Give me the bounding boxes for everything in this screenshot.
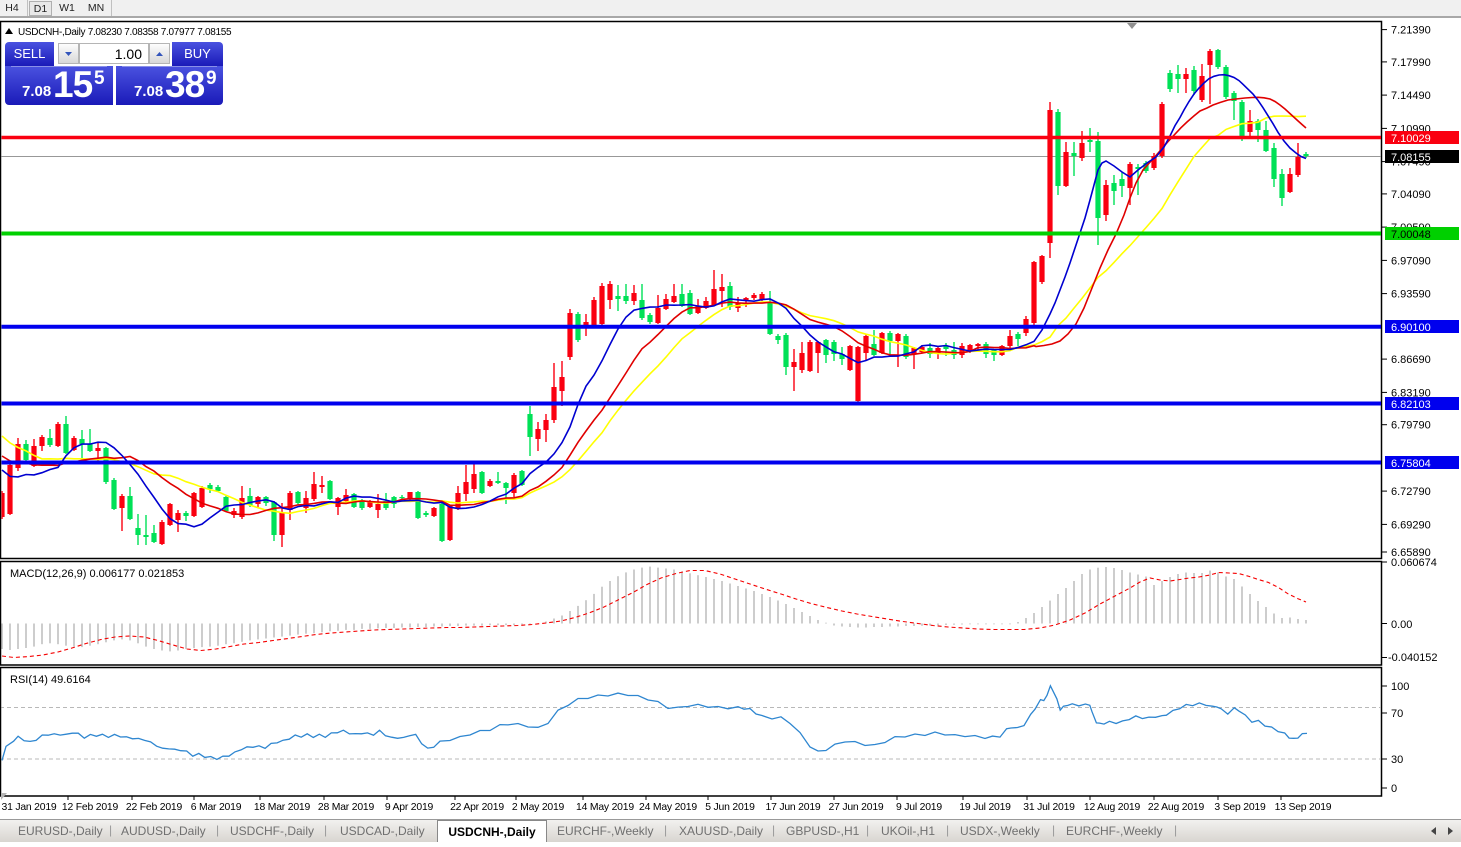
svg-text:24 May 2019: 24 May 2019: [639, 802, 697, 813]
svg-text:12 Aug 2019: 12 Aug 2019: [1084, 802, 1141, 813]
svg-text:7.04090: 7.04090: [1391, 189, 1431, 201]
svg-text:22 Aug 2019: 22 Aug 2019: [1148, 802, 1205, 813]
svg-text:13 Sep 2019: 13 Sep 2019: [1275, 802, 1332, 813]
svg-text:31 Jan 2019: 31 Jan 2019: [2, 802, 57, 813]
svg-text:6.97090: 6.97090: [1391, 255, 1431, 267]
svg-text:0.00: 0.00: [1391, 619, 1412, 631]
svg-text:6.72790: 6.72790: [1391, 486, 1431, 498]
svg-text:6.65890: 6.65890: [1391, 547, 1431, 559]
svg-text:7.00048: 7.00048: [1391, 229, 1431, 241]
svg-text:7.17990: 7.17990: [1391, 57, 1431, 69]
svg-text:2 May 2019: 2 May 2019: [512, 802, 565, 813]
svg-text:7.14490: 7.14490: [1391, 90, 1431, 102]
svg-text:6.86690: 6.86690: [1391, 354, 1431, 366]
svg-text:7.21390: 7.21390: [1391, 25, 1431, 37]
svg-text:6.82103: 6.82103: [1391, 399, 1431, 411]
svg-text:6.90100: 6.90100: [1391, 322, 1431, 334]
svg-text:0.060674: 0.060674: [1391, 557, 1437, 569]
svg-text:30: 30: [1391, 754, 1403, 766]
svg-text:31 Jul 2019: 31 Jul 2019: [1023, 802, 1075, 813]
svg-text:6.75804: 6.75804: [1391, 458, 1431, 470]
svg-text:3 Sep 2019: 3 Sep 2019: [1214, 802, 1266, 813]
svg-text:17 Jun 2019: 17 Jun 2019: [766, 802, 821, 813]
svg-text:6 Mar 2019: 6 Mar 2019: [191, 802, 242, 813]
svg-text:0: 0: [1391, 783, 1397, 795]
svg-text:USDCNH-,Daily 7.08230 7.08358: USDCNH-,Daily 7.08230 7.08358 7.07977 7.…: [18, 27, 232, 38]
svg-text:5 Jun 2019: 5 Jun 2019: [705, 802, 755, 813]
svg-text:6.79790: 6.79790: [1391, 420, 1431, 432]
svg-text:7.10029: 7.10029: [1391, 133, 1431, 145]
svg-text:19 Jul 2019: 19 Jul 2019: [959, 802, 1011, 813]
svg-text:6.69290: 6.69290: [1391, 519, 1431, 531]
svg-text:6.83190: 6.83190: [1391, 387, 1431, 399]
svg-text:7.08155: 7.08155: [1391, 152, 1431, 164]
svg-text:28 Mar 2019: 28 Mar 2019: [318, 802, 375, 813]
svg-text:27 Jun 2019: 27 Jun 2019: [829, 802, 884, 813]
svg-text:14 May 2019: 14 May 2019: [576, 802, 634, 813]
svg-text:9 Jul 2019: 9 Jul 2019: [896, 802, 942, 813]
svg-text:-0.040152: -0.040152: [1388, 652, 1438, 664]
svg-text:6.93590: 6.93590: [1391, 289, 1431, 301]
svg-text:RSI(14) 49.6164: RSI(14) 49.6164: [10, 674, 91, 686]
svg-text:18 Mar 2019: 18 Mar 2019: [254, 802, 311, 813]
svg-text:MACD(12,26,9) 0.006177 0.02185: MACD(12,26,9) 0.006177 0.021853: [10, 568, 184, 580]
svg-text:12 Feb 2019: 12 Feb 2019: [62, 802, 119, 813]
svg-text:22 Apr 2019: 22 Apr 2019: [450, 802, 504, 813]
svg-text:100: 100: [1391, 681, 1409, 693]
svg-text:9 Apr 2019: 9 Apr 2019: [385, 802, 434, 813]
svg-text:22 Feb 2019: 22 Feb 2019: [126, 802, 183, 813]
svg-text:70: 70: [1391, 708, 1403, 720]
